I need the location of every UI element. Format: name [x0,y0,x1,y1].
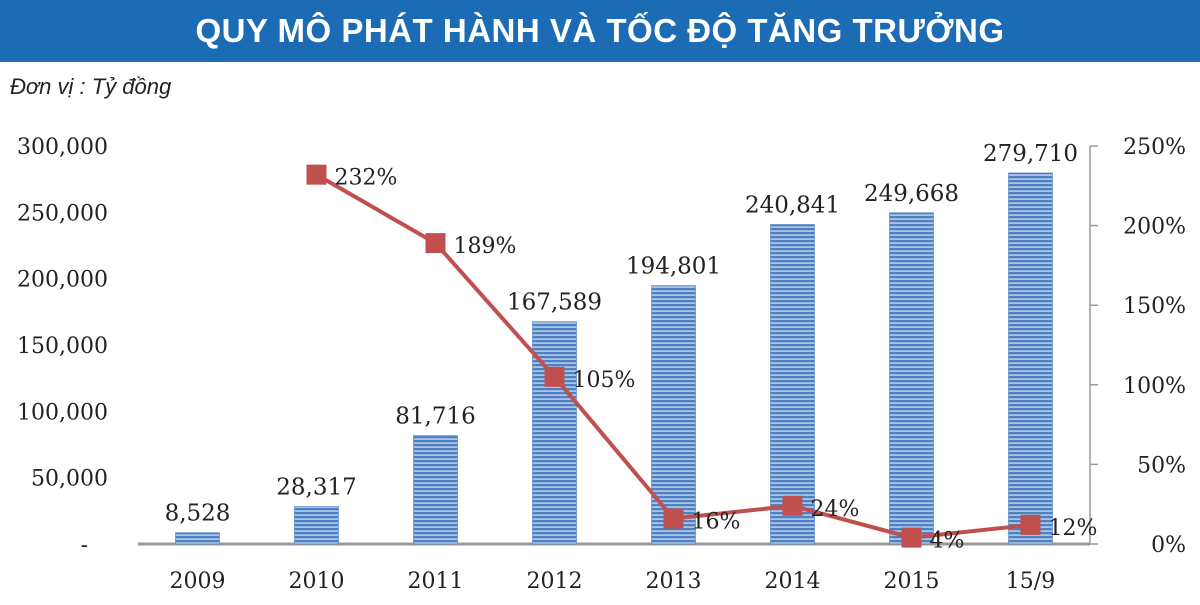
y-left-tick-label: - [81,533,88,558]
x-tick-label: 2012 [527,569,583,594]
unit-label: Đơn vị : Tỷ đồng [10,74,172,99]
growth-marker [306,164,327,185]
y-right-tick-label: 100% [1123,374,1186,399]
bar-value-label: 194,801 [626,254,721,280]
bar-value-label: 28,317 [276,474,356,500]
chart-title: QUY MÔ PHÁT HÀNH VÀ TỐC ĐỘ TĂNG TRƯỞNG [0,0,1200,62]
bar-value-label: 240,841 [745,192,840,218]
y-right-tick-label: 200% [1123,215,1186,240]
x-tick-label: 2009 [170,569,226,594]
growth-value-label: 232% [335,166,398,191]
x-tick-label: 2014 [765,569,821,594]
growth-marker [544,366,565,387]
bar [413,435,458,545]
y-right-tick-label: 150% [1123,294,1186,319]
y-left-tick-label: 150,000 [17,334,108,359]
y-right-tick-label: 50% [1137,453,1186,478]
growth-value-label: 24% [811,497,860,522]
bar-value-label: 279,710 [983,141,1078,167]
growth-value-label: 4% [930,529,965,554]
y-right-tick-label: 250% [1123,135,1186,160]
growth-marker [782,495,803,516]
bar [770,224,815,545]
x-tick-label: 2011 [408,569,464,594]
growth-marker [663,508,684,529]
bar [889,212,934,545]
growth-marker [901,527,922,548]
bar [1008,172,1053,545]
bar-value-label: 8,528 [165,501,231,527]
bar-value-label: 249,668 [864,181,959,207]
growth-value-label: 189% [454,234,517,259]
growth-value-label: 16% [692,510,741,535]
x-tick-label: 15/9 [1006,569,1055,594]
bar [532,321,577,545]
y-left-tick-label: 300,000 [17,135,108,160]
bar-value-label: 81,716 [395,404,475,430]
growth-value-label: 12% [1049,516,1098,541]
bar [294,506,339,545]
y-left-tick-label: 250,000 [17,201,108,226]
x-tick-label: 2015 [884,569,940,594]
x-tick-label: 2010 [289,569,345,594]
bar-value-label: 167,589 [507,290,602,316]
bar [175,532,220,545]
y-left-tick-label: 100,000 [17,400,108,425]
y-left-tick-label: 50,000 [31,467,108,492]
y-left-tick-label: 200,000 [17,268,108,293]
y-right-tick-label: 0% [1151,533,1186,558]
growth-value-label: 105% [573,368,636,393]
growth-marker [1020,514,1041,535]
growth-marker [425,233,446,254]
x-tick-label: 2013 [646,569,702,594]
bar [651,285,696,545]
